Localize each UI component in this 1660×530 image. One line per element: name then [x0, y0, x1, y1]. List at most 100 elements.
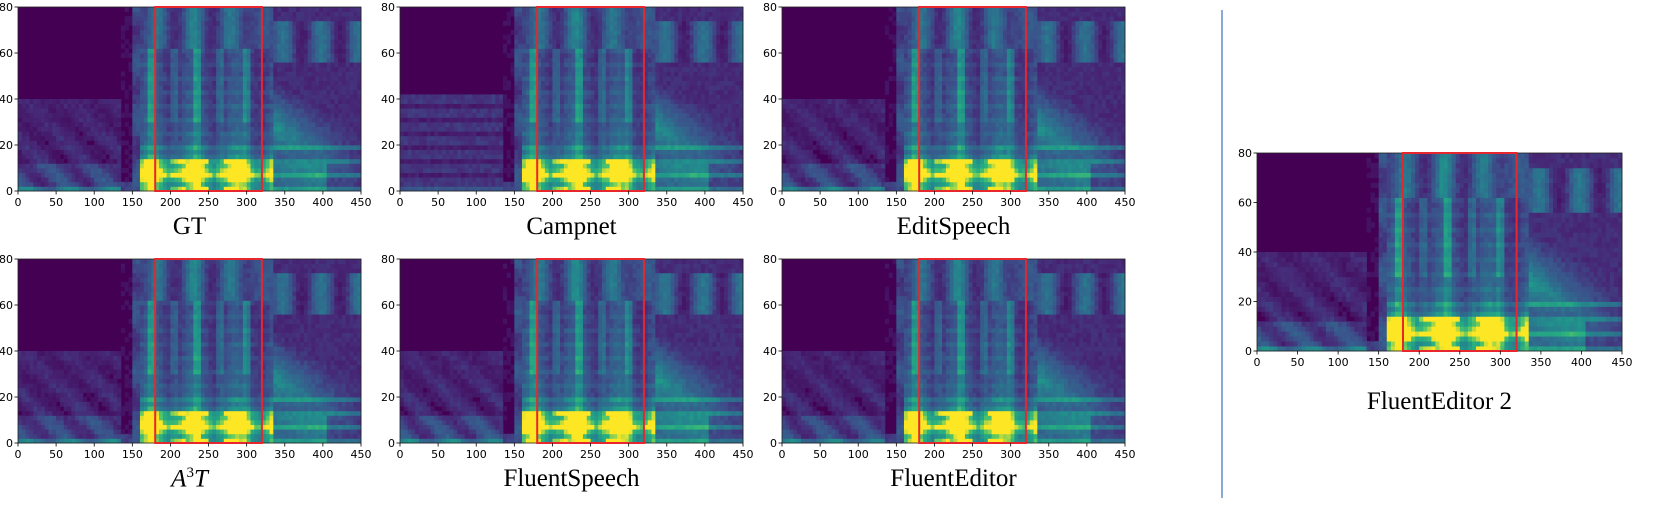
heatmap-cell — [265, 181, 270, 187]
heatmap-cell — [594, 7, 599, 12]
heatmap-cell — [529, 177, 534, 183]
heatmap-cell — [582, 20, 588, 26]
heatmap-cell — [415, 117, 420, 123]
heatmap-cell — [453, 158, 458, 164]
heatmap-cell — [227, 20, 232, 26]
heatmap-cell — [563, 39, 569, 45]
heatmap-cell — [151, 43, 156, 49]
heatmap-cell — [113, 108, 118, 114]
heatmap-cell — [246, 30, 251, 35]
heatmap-cell — [403, 112, 409, 118]
heatmap-cell — [189, 145, 194, 150]
heatmap-cell — [212, 168, 217, 173]
heatmap-cell — [292, 25, 297, 31]
heatmap-cell — [235, 20, 240, 26]
heatmap-cell — [621, 43, 626, 49]
heatmap-cell — [18, 122, 23, 127]
heatmap-cell — [254, 25, 259, 31]
heatmap-cell — [18, 126, 23, 132]
heatmap-cell — [518, 7, 523, 12]
heatmap-cell — [548, 80, 553, 86]
heatmap-cell — [56, 135, 61, 141]
heatmap-cell — [434, 94, 439, 100]
heatmap-cell — [326, 158, 331, 164]
heatmap-cell — [560, 145, 565, 150]
heatmap-cell — [514, 20, 519, 26]
heatmap-cell — [200, 76, 206, 81]
heatmap-cell — [357, 172, 362, 178]
heatmap-cell — [322, 71, 328, 77]
heatmap-cell — [151, 177, 156, 183]
heatmap-cell — [223, 80, 229, 86]
heatmap-cell — [605, 48, 611, 54]
heatmap-cell — [349, 71, 354, 77]
heatmap-cell — [541, 168, 546, 173]
heatmap-cell — [223, 30, 229, 35]
heatmap-cell — [632, 122, 637, 127]
heatmap-cell — [174, 181, 179, 187]
heatmap-cell — [544, 30, 550, 35]
heatmap-cell — [288, 80, 293, 86]
heatmap-cell — [640, 94, 645, 100]
heatmap-cell — [223, 66, 229, 72]
heatmap-cell — [288, 62, 293, 68]
heatmap-cell — [120, 85, 126, 91]
heatmap-cell — [300, 168, 305, 173]
heatmap-cell — [334, 135, 339, 141]
heatmap-cell — [284, 126, 289, 132]
heatmap-cell — [82, 108, 87, 114]
heatmap-cell — [349, 20, 354, 26]
heatmap-cell — [621, 39, 626, 45]
heatmap-cell — [174, 62, 179, 68]
heatmap-cell — [258, 145, 263, 150]
heatmap-cell — [300, 140, 305, 146]
heatmap-cell — [284, 34, 289, 40]
heatmap-cell — [330, 80, 335, 86]
heatmap-cell — [147, 103, 152, 109]
heatmap-cell — [338, 158, 343, 164]
heatmap-cell — [219, 48, 225, 54]
heatmap-cell — [273, 126, 278, 132]
heatmap-cell — [265, 112, 270, 118]
heatmap-cell — [537, 48, 542, 54]
heatmap-cell — [37, 168, 42, 173]
heatmap-cell — [117, 99, 122, 104]
heatmap-cell — [480, 122, 485, 127]
heatmap-cell — [537, 66, 542, 72]
heatmap-cell — [189, 71, 194, 77]
heatmap-cell — [143, 140, 148, 146]
heatmap-cell — [472, 108, 477, 114]
heatmap-cell — [136, 103, 141, 109]
heatmap-cell — [628, 80, 633, 86]
heatmap-cell — [556, 80, 561, 86]
heatmap-cell — [529, 154, 534, 160]
heatmap-cell — [197, 30, 202, 35]
heatmap-cell — [341, 62, 347, 68]
heatmap-cell — [120, 34, 126, 40]
heatmap-cell — [44, 145, 49, 150]
heatmap-cell — [453, 94, 458, 100]
heatmap-cell — [449, 126, 454, 132]
heatmap-cell — [151, 158, 156, 164]
heatmap-cell — [155, 85, 160, 91]
heatmap-cell — [541, 186, 546, 192]
heatmap-cell — [628, 71, 633, 77]
heatmap-cell — [537, 122, 542, 127]
heatmap-cell — [242, 99, 248, 104]
heatmap-cell — [246, 99, 251, 104]
heatmap-cell — [246, 20, 251, 26]
heatmap-cell — [170, 117, 175, 123]
heatmap-cell — [52, 103, 57, 109]
heatmap-cell — [105, 181, 110, 187]
heatmap-cell — [579, 48, 584, 54]
heatmap-cell — [319, 11, 324, 17]
heatmap-cell — [254, 117, 259, 123]
heatmap-cell — [151, 30, 156, 35]
heatmap-cell — [300, 48, 305, 54]
heatmap-cell — [609, 186, 614, 192]
heatmap-cell — [552, 158, 557, 164]
heatmap-cell — [434, 158, 439, 164]
heatmap-cell — [277, 85, 282, 91]
heatmap-cell — [128, 145, 133, 150]
heatmap-cell — [529, 145, 534, 150]
